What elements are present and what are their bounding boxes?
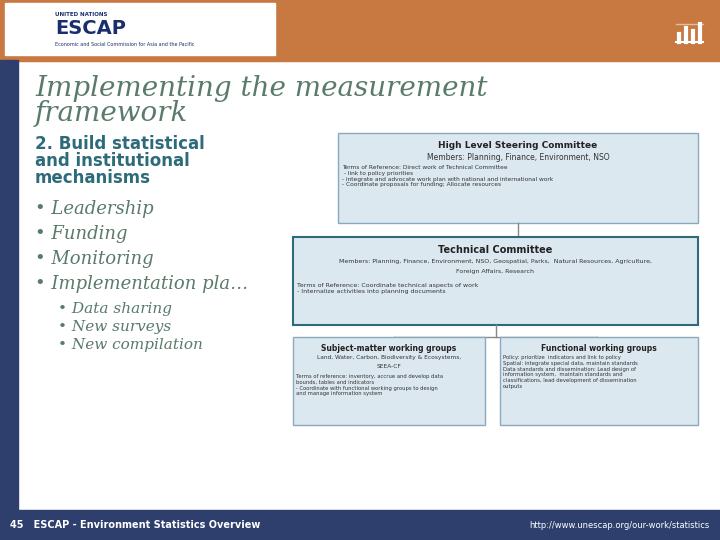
Text: Terms of Reference: Coordinate technical aspects of work
- Internalize activitie: Terms of Reference: Coordinate technical…: [297, 283, 478, 294]
Text: • New surveys: • New surveys: [58, 320, 171, 334]
Text: Land, Water, Carbon, Biodiversity & Ecosystems,: Land, Water, Carbon, Biodiversity & Ecos…: [317, 355, 461, 360]
Bar: [0, 510, 720, 540]
Text: High Level Steering Committee: High Level Steering Committee: [438, 141, 598, 150]
FancyBboxPatch shape: [293, 237, 698, 325]
FancyBboxPatch shape: [500, 337, 698, 425]
Text: Terms of reference: inventory, accrue and develop data
bounds, tables and indica: Terms of reference: inventory, accrue an…: [296, 374, 443, 396]
Text: Subject-matter working groups: Subject-matter working groups: [321, 344, 456, 353]
Text: Implementing the measurement: Implementing the measurement: [35, 75, 487, 102]
Bar: [0, 0, 720, 58]
Text: UNITED NATIONS: UNITED NATIONS: [55, 11, 107, 17]
Text: Economic and Social Commission for Asia and the Pacific: Economic and Social Commission for Asia …: [55, 42, 194, 46]
Bar: [0, 60, 18, 510]
Text: mechanisms: mechanisms: [35, 169, 151, 187]
Text: Members: Planning, Finance, Environment, NSO, Geospatial, Parks,  Natural Resour: Members: Planning, Finance, Environment,…: [339, 259, 652, 264]
Text: Terms of Reference: Direct work of Technical Committee
 - link to policy priorit: Terms of Reference: Direct work of Techn…: [342, 165, 553, 187]
Bar: [18, 60, 720, 510]
Text: ESCAP: ESCAP: [55, 18, 126, 37]
Text: • Leadership: • Leadership: [35, 200, 153, 218]
FancyBboxPatch shape: [293, 337, 485, 425]
FancyBboxPatch shape: [338, 133, 698, 223]
Text: • New compilation: • New compilation: [58, 338, 203, 352]
Text: Foreign Affairs, Research: Foreign Affairs, Research: [456, 269, 534, 274]
Circle shape: [668, 7, 712, 51]
Bar: [5, 3, 275, 55]
Text: • Monitoring: • Monitoring: [35, 250, 153, 268]
Text: and institutional: and institutional: [35, 152, 190, 170]
Text: • Funding: • Funding: [35, 225, 127, 243]
Text: http://www.unescap.org/our-work/statistics: http://www.unescap.org/our-work/statisti…: [530, 521, 710, 530]
Text: Policy: prioritize  indicators and link to policy
Spatial: integrate special dat: Policy: prioritize indicators and link t…: [503, 355, 638, 389]
Text: framework: framework: [35, 100, 189, 127]
Text: Functional working groups: Functional working groups: [541, 344, 657, 353]
Text: Technical Committee: Technical Committee: [438, 245, 553, 255]
Text: • Implementation pla…: • Implementation pla…: [35, 275, 248, 293]
Text: Members: Planning, Finance, Environment, NSO: Members: Planning, Finance, Environment,…: [427, 153, 609, 162]
Text: • Data sharing: • Data sharing: [58, 302, 172, 316]
Text: 2. Build statistical: 2. Build statistical: [35, 135, 204, 153]
Text: 45   ESCAP - Environment Statistics Overview: 45 ESCAP - Environment Statistics Overvi…: [10, 520, 261, 530]
Text: SEEA-CF: SEEA-CF: [377, 364, 401, 369]
